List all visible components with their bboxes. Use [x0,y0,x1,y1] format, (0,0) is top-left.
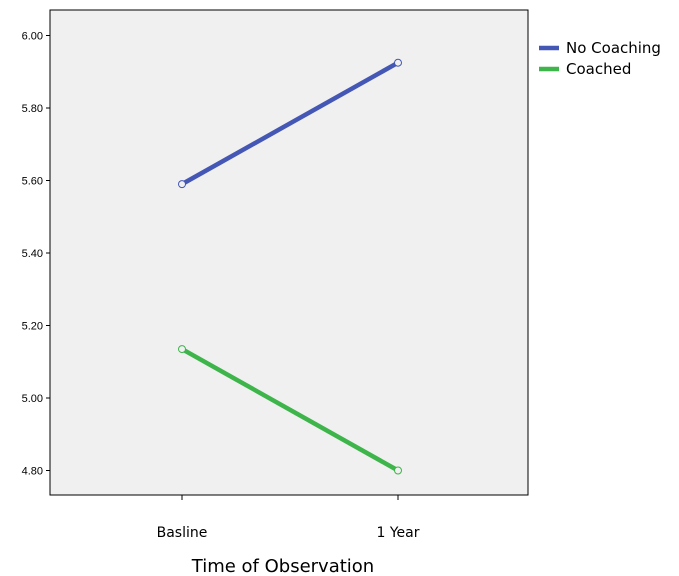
x-tick-label: Basline [157,525,208,541]
y-tick-label: 5.20 [22,321,43,333]
series-line-0 [180,60,400,187]
x-axis-title: Time of Observation [191,556,374,576]
y-axis: 4.80 5.00 5.20 5.40 5.60 5.80 6.00 [22,31,50,478]
x-axis: Basline 1 Year [157,495,420,541]
y-tick-label: 5.00 [22,393,43,405]
plot-area [49,9,529,496]
data-point [394,466,402,475]
series-line-1 [180,347,400,473]
data-point [394,58,402,67]
x-tick-label: 1 Year [377,525,420,541]
legend-label: No Coaching [566,39,661,57]
y-tick-label: 5.40 [22,248,43,260]
data-point [178,180,186,189]
series-layer [178,58,402,475]
y-tick-label: 4.80 [22,466,43,478]
legend-label: Coached [566,60,631,78]
data-point [178,345,186,354]
legend: No Coaching Coached [539,39,661,78]
y-tick-label: 5.60 [22,176,43,188]
y-tick-label: 5.80 [22,103,43,115]
y-tick-label: 6.00 [22,31,43,43]
